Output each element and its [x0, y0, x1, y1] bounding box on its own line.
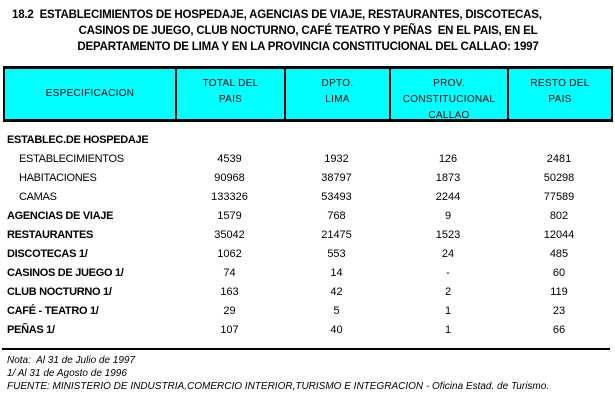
cell-value: 1579 [217, 210, 242, 222]
cell-value: 1 [444, 305, 452, 317]
cell-value: 1062 [217, 248, 242, 260]
cell-value: 77589 [543, 191, 575, 203]
table-bottom-rule [2, 348, 610, 350]
cell-value: 119 [550, 286, 568, 298]
row-label: ESTABLEC.DE HOSPEDAJE [7, 134, 149, 146]
column-header-label: CALLAO [428, 110, 470, 121]
footnotes: Nota: Al 31 de Julio de 1997 1/ Al 31 de… [7, 354, 615, 393]
column-header-label: LIMA [325, 94, 350, 105]
cell-value: 4539 [217, 153, 242, 165]
cell-value [175, 131, 284, 150]
table-row: PEÑAS 1/107 40 1 66 [5, 321, 611, 340]
row-label: CAMAS [19, 191, 57, 203]
cell-value: 126 [438, 153, 458, 165]
cell-value: 9 [444, 210, 452, 222]
column-header-label: PROV. [433, 78, 465, 89]
cell-value: 802 [549, 210, 569, 222]
table-row: CAMAS 133326 53493 2244 77589 [5, 188, 611, 207]
cell-value: 1523 [435, 229, 461, 241]
cell-value: 29 [223, 305, 236, 317]
row-label: CAFÉ - TEATRO 1/ [7, 305, 99, 317]
table-row: HABITACIONES 90968 38797 1873 50298 [5, 169, 611, 188]
table-title-line-1: 18.2 ESTABLECIMIENTOS DE HOSPEDAJE, AGEN… [12, 9, 542, 21]
note-line: Nota: Al 31 de Julio de 1997 [7, 355, 136, 366]
cell-value: 1 [444, 324, 452, 336]
table-row: ESTABLECIMIENTOS 4539 1932 126 2481 [5, 150, 611, 169]
note-line: FUENTE: MINISTERIO DE INDUSTRIA,COMERCIO… [7, 381, 550, 392]
table-row: DISCOTECAS 1/1062 553 24 485 [5, 245, 611, 264]
table-row: RESTAURANTES 35042 21475 1523 12044 [5, 226, 611, 245]
row-label: CASINOS DE JUEGO 1/ [7, 267, 124, 279]
cell-value: 38797 [321, 172, 352, 184]
table-row: CASINOS DE JUEGO 1/74 14 - 60 [5, 264, 611, 283]
table-row: ESTABLEC.DE HOSPEDAJE [5, 131, 611, 150]
table-row: CLUB NOCTURNO 1/163 42 2 119 [5, 283, 611, 302]
column-header-label: RESTO DEL [530, 78, 590, 89]
table-title: 18.2 ESTABLECIMIENTOS DE HOSPEDAJE, AGEN… [8, 0, 608, 55]
row-label: PEÑAS 1/ [7, 324, 55, 336]
cell-value: 2244 [435, 191, 461, 203]
column-header-especificacion: ESPECIFICACION [5, 69, 175, 119]
column-header-label: CONSTITUCIONAL [402, 94, 496, 105]
cell-value: 485 [549, 248, 569, 260]
cell-value: 2481 [546, 153, 572, 165]
column-header-label: PAIS [548, 94, 572, 105]
row-label: CLUB NOCTURNO 1/ [7, 286, 112, 298]
table-row: AGENCIAS DE VIAJE 1579 768 9 802 [5, 207, 611, 226]
row-label: ESTABLECIMIENTOS [19, 153, 124, 165]
cell-value: 133326 [211, 191, 248, 203]
column-header-dpto-lima: DPTO. LIMA [284, 69, 389, 119]
cell-value: 90968 [214, 172, 245, 184]
statistics-table: ESPECIFICACION TOTAL DEL PAIS DPTO. LIMA PROV… [3, 66, 613, 340]
table-title-line-3: DEPARTAMENTO DE LIMA Y EN LA PROVINCIA C… [77, 41, 539, 53]
cell-value [389, 131, 507, 150]
cell-value: 42 [330, 286, 343, 298]
column-header-label: ESPECIFICACION [45, 88, 135, 99]
cell-value: 66 [552, 324, 566, 336]
cell-value: 60 [552, 267, 566, 279]
column-header-total-del-pais: TOTAL DEL PAIS [175, 69, 284, 119]
cell-value: 163 [220, 286, 239, 298]
cell-value: 1873 [435, 172, 461, 184]
cell-value: 53493 [321, 191, 352, 203]
cell-value: 23 [552, 305, 566, 317]
column-header-resto-del-pais: RESTO DEL PAIS [507, 69, 611, 119]
column-header-label: TOTAL DEL [202, 78, 259, 89]
cell-value: 2 [444, 286, 452, 298]
row-label: DISCOTECAS 1/ [7, 248, 88, 260]
cell-value: 768 [327, 210, 346, 222]
table-title-line-2: CASINOS DE JUEGO, CLUB NOCTURNO, CAFÉ TE… [78, 25, 538, 37]
row-label: HABITACIONES [19, 172, 97, 184]
column-header-label: PAIS [218, 94, 243, 105]
note-line: 1/ Al 31 de Agosto de 1996 [7, 368, 127, 379]
cell-value: - [446, 267, 450, 279]
column-header-label: DPTO. [321, 78, 354, 89]
cell-value: 21475 [321, 229, 352, 241]
row-label: RESTAURANTES [7, 229, 94, 241]
cell-value: 24 [441, 248, 455, 260]
row-label: AGENCIAS DE VIAJE [7, 210, 114, 222]
cell-value: 35042 [214, 229, 245, 241]
cell-value: 14 [330, 267, 343, 279]
cell-value: 74 [223, 267, 236, 279]
table-body: ESTABLEC.DE HOSPEDAJE ESTABLECIMIENTOS 453… [5, 122, 611, 340]
cell-value [284, 131, 389, 150]
cell-value: 553 [327, 248, 346, 260]
cell-value: 5 [333, 305, 340, 317]
cell-value: 107 [220, 324, 239, 336]
cell-value: 40 [330, 324, 343, 336]
cell-value: 50298 [543, 172, 575, 184]
column-header-prov-constitucional-callao: PROV. CONSTITUCIONAL CALLAO [389, 69, 507, 121]
cell-value: 12044 [543, 229, 575, 241]
cell-value [507, 131, 611, 150]
table-row: CAFÉ - TEATRO 1/29 5 1 23 [5, 302, 611, 321]
cell-value: 1932 [324, 153, 349, 165]
table-header-row: ESPECIFICACION TOTAL DEL PAIS DPTO. LIMA PROV… [3, 66, 613, 122]
